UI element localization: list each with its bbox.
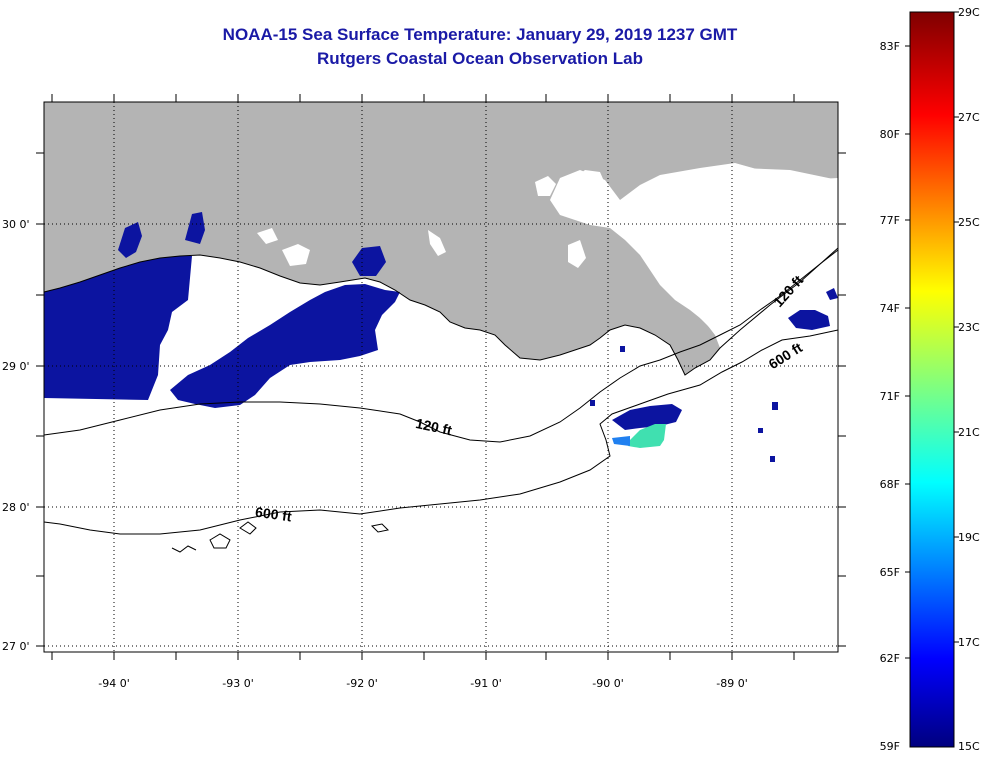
lon-label-91: -91 0': [470, 677, 502, 690]
sst-patch-warm-edge: [612, 436, 630, 446]
lon-label-94: -94 0': [98, 677, 130, 690]
c-label-23: 23C: [958, 321, 980, 334]
sst-patch-speck-5: [590, 400, 595, 406]
sst-patch-speck-1: [772, 402, 778, 410]
colorbar-labels: 83F 80F 77F 74F 71F 68F 65F 62F 59F 29C …: [880, 6, 980, 753]
sst-patch-inland-1: [118, 222, 142, 258]
f-label-59: 59F: [880, 740, 900, 753]
sst-patch-inland-2: [185, 212, 205, 244]
sst-patch-speck-4: [620, 346, 625, 352]
f-label-83: 83F: [880, 40, 900, 53]
atchafalaya-lake: [282, 244, 310, 266]
coastal-marsh-east: [620, 168, 838, 330]
axis-ticks: [36, 94, 846, 660]
f-label-68: 68F: [880, 478, 900, 491]
land-mass: [44, 102, 838, 375]
lake-pontchartrain: [560, 170, 607, 212]
lat-label-30: 30 0': [2, 218, 30, 231]
sst-patch-speck-2: [758, 428, 763, 433]
sst-map: 120 ft 600 ft 120 ft 600 ft: [2, 94, 846, 690]
lon-label-90: -90 0': [592, 677, 624, 690]
lat-label-29: 29 0': [2, 360, 30, 373]
coastline: [43, 247, 839, 376]
sst-patch-speck-3: [770, 456, 775, 462]
colorbar-ticks: [905, 11, 959, 659]
sst-patch-delta-east: [612, 404, 682, 430]
map-frame: [43, 101, 839, 653]
f-label-74: 74F: [880, 302, 900, 315]
map-title: NOAA-15 Sea Surface Temperature: January…: [222, 25, 738, 44]
c-label-19: 19C: [958, 531, 980, 544]
contour-label-600ft-west: 600 ft: [254, 504, 293, 525]
f-label-62: 62F: [880, 652, 900, 665]
sst-patch-central: [170, 284, 400, 408]
f-label-65: 65F: [880, 566, 900, 579]
lat-label-27: 27 0': [2, 640, 30, 653]
c-label-25: 25C: [958, 216, 980, 229]
contour-600ft-wiggle: [171, 521, 390, 553]
sst-patch-east-1: [788, 310, 830, 330]
contour-label-120ft-west: 120 ft: [414, 415, 453, 438]
lon-label-92: -92 0': [346, 677, 378, 690]
c-label-15: 15C: [958, 740, 980, 753]
c-label-27: 27C: [958, 111, 980, 124]
small-lake-2: [568, 240, 586, 268]
sst-patch-inland-3: [352, 246, 386, 276]
f-label-77: 77F: [880, 214, 900, 227]
c-label-21: 21C: [958, 426, 980, 439]
contour-600ft: [43, 329, 839, 535]
colorbar-gradient: [909, 11, 955, 748]
c-label-17: 17C: [958, 636, 980, 649]
temperature-colorbar: [905, 11, 959, 748]
f-label-71: 71F: [880, 390, 900, 403]
c-label-29: 29C: [958, 6, 980, 19]
contour-120ft-west: [43, 249, 839, 443]
f-label-80: 80F: [880, 128, 900, 141]
sst-patch-warm: [628, 424, 666, 448]
map-subtitle: Rutgers Coastal Ocean Observation Lab: [317, 49, 643, 68]
lon-label-89: -89 0': [716, 677, 748, 690]
sst-patch-east-2: [826, 288, 838, 300]
small-lake-1: [257, 228, 278, 244]
lat-label-28: 28 0': [2, 501, 30, 514]
lake-borgne: [535, 176, 556, 196]
graticule: [44, 102, 838, 652]
sst-patch-west: [44, 256, 192, 400]
lon-label-93: -93 0': [222, 677, 254, 690]
small-lake-3: [428, 230, 446, 256]
